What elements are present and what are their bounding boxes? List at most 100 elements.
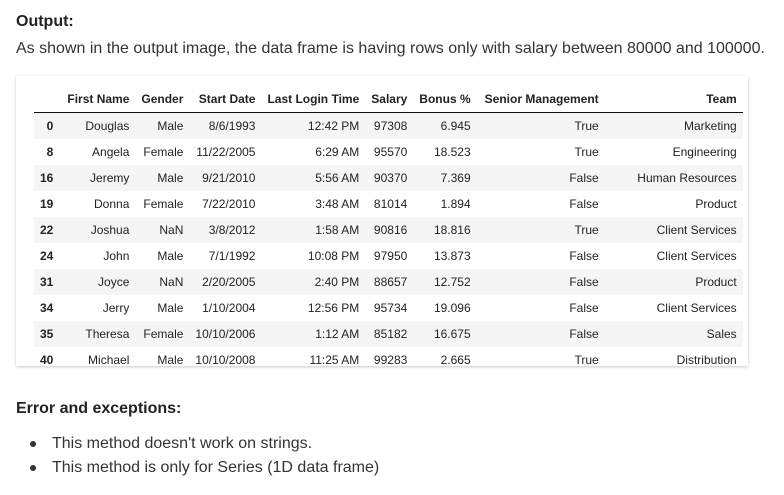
cell-bonus: 19.096 [433,301,471,315]
row-index: 0 [34,112,62,139]
table-row: 16 Jeremy Male 9/21/2010 5:56 AM 90370 7.369 Fa… [34,165,743,191]
table-row: 24 John Male 7/1/1992 10:08 PM 97950 13.873 Fal… [34,243,743,269]
cell-first-name: Jeremy [61,165,136,191]
cell-start-date: 10/10/2008 [195,353,256,366]
dataframe-table-card: First Name Gender Start Date Last Login … [16,76,748,366]
column-header-bonus: Bonus % [413,87,477,113]
cell-senior-management: False [476,269,605,295]
row-index: 19 [40,197,54,211]
cell-last-login-time: 12:56 PM [307,301,360,315]
cell-bonus: 2.665 [440,353,471,366]
cell-last-login-time: 1:12 AM [261,321,366,347]
cell-start-date: 3/8/2012 [189,217,262,243]
cell-bonus: 16.675 [413,321,477,347]
cell-gender: Male [157,301,184,315]
cell-team: Product [604,269,743,295]
cell-gender: Male [157,353,184,366]
cell-last-login-time: 12:42 PM [261,112,366,139]
cell-first-name: Joyce [61,269,136,295]
cell-start-date: 9/21/2010 [189,165,262,191]
row-index: 24 [40,249,54,263]
cell-start-date: 2/20/2005 [189,269,262,295]
cell-salary: 90816 [365,217,414,243]
cell-salary: 95734 [373,301,408,315]
column-header-team: Team [604,87,743,113]
cell-salary: 81014 [373,197,408,211]
cell-senior-management: True [574,353,599,366]
cell-salary: 97308 [365,112,414,139]
table-row: 22 Joshua NaN 3/8/2012 1:58 AM 90816 18.816 Tru… [34,217,743,243]
cell-last-login-time: 3:48 AM [315,197,360,211]
cell-team: Engineering [672,145,737,159]
output-heading: Output: [16,13,74,30]
table-row: 34 Jerry Male 1/10/2004 12:56 PM 95734 19.096 F… [34,295,743,321]
column-header-index [34,87,62,113]
cell-salary: 88657 [365,269,414,295]
cell-last-login-time: 10:08 PM [307,249,360,263]
cell-start-date: 7/22/2010 [202,197,256,211]
table-row: 35 Theresa Female 10/10/2006 1:12 AM 85182 16.… [34,321,743,347]
errors-heading: Error and exceptions: [16,400,182,417]
cell-team: Human Resources [604,165,743,191]
column-header-first-name: First Name [61,87,136,113]
row-index: 16 [34,165,62,191]
cell-team: Product [695,197,737,211]
cell-team: Client Services [656,301,737,315]
cell-first-name: Theresa [61,321,136,347]
row-index: 34 [40,301,54,315]
row-index: 31 [34,269,62,295]
cell-first-name: Douglas [61,112,136,139]
cell-bonus: 18.523 [433,145,471,159]
cell-first-name: John [103,249,130,263]
cell-start-date: 1/10/2004 [202,301,256,315]
row-index: 35 [34,321,62,347]
cell-bonus: 18.816 [413,217,477,243]
cell-first-name: Donna [94,197,130,211]
cell-gender: Male [157,249,184,263]
cell-gender: NaN [135,217,190,243]
cell-gender: Male [135,165,190,191]
cell-last-login-time: 11:25 AM [309,353,360,366]
cell-last-login-time: 1:58 AM [261,217,366,243]
cell-gender: NaN [135,269,190,295]
list-item: This method is only for Series (1D data … [26,458,379,482]
cell-bonus: 1.894 [440,197,471,211]
cell-last-login-time: 5:56 AM [261,165,366,191]
table-row: 0 Douglas Male 8/6/1993 12:42 PM 97308 6.945 Tr… [34,112,743,139]
cell-senior-management: False [476,321,605,347]
cell-gender: Female [135,321,190,347]
cell-team: Distribution [676,353,737,366]
bullet-icon [30,465,36,471]
cell-last-login-time: 2:40 PM [261,269,366,295]
cell-first-name: Michael [88,353,130,366]
table-row: 19 Donna Female 7/22/2010 3:48 AM 81014 1.894 F… [34,191,743,217]
cell-gender: Male [135,112,190,139]
cell-salary: 85182 [365,321,414,347]
table-row: 31 Joyce NaN 2/20/2005 2:40 PM 88657 12.752 Fal… [34,269,743,295]
dataframe-table: First Name Gender Start Date Last Login … [34,87,743,366]
column-header-last-login-time: Last Login Time [261,87,366,113]
column-header-senior-management: Senior Management [476,87,605,113]
cell-salary: 90370 [365,165,414,191]
cell-salary: 95570 [373,145,408,159]
column-header-gender: Gender [135,87,190,113]
cell-team: Marketing [604,112,743,139]
column-header-start-date: Start Date [189,87,262,113]
cell-bonus: 13.873 [433,249,471,263]
cell-gender: Female [143,145,184,159]
cell-senior-management: True [476,217,605,243]
cell-start-date: 10/10/2006 [189,321,262,347]
cell-bonus: 7.369 [413,165,477,191]
cell-first-name: Angela [92,145,130,159]
cell-bonus: 12.752 [413,269,477,295]
cell-salary: 97950 [373,249,408,263]
cell-last-login-time: 6:29 AM [315,145,360,159]
errors-list: This method doesn't work on strings. Thi… [26,434,379,482]
cell-first-name: Jerry [102,301,130,315]
row-index: 40 [40,353,54,366]
table-header-row: First Name Gender Start Date Last Login … [34,87,743,113]
row-index: 8 [46,145,54,159]
bullet-text: This method is only for Series (1D data … [52,459,380,476]
bullet-text: This method doesn't work on strings. [52,435,313,452]
column-header-salary: Salary [365,87,414,113]
